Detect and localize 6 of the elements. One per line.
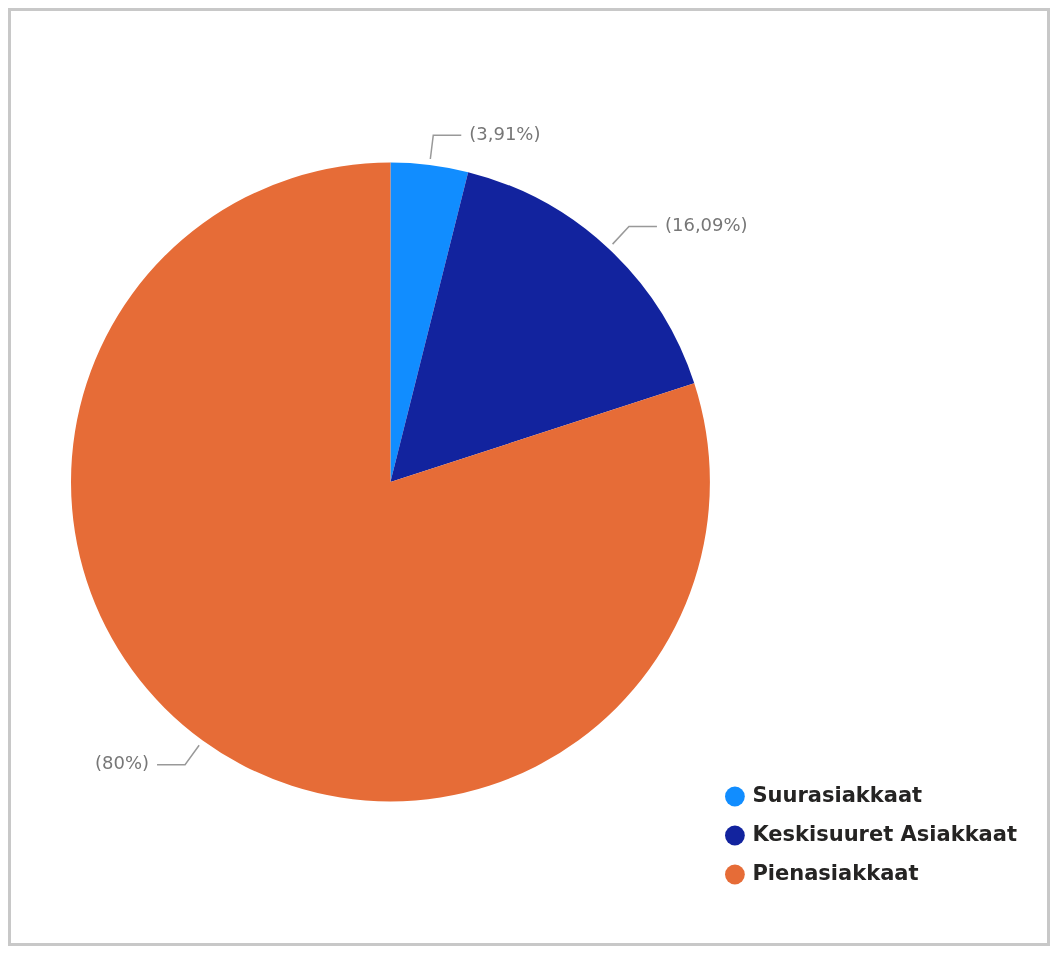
data-label: (16,09%) — [664, 214, 748, 236]
data-label: (3,91%) — [469, 122, 541, 144]
data-label: (80%) — [94, 752, 150, 774]
legend-label: Pienasiakkaat — [752, 860, 919, 885]
legend-label: Keskisuuret Asiakkaat — [752, 821, 1017, 846]
legend-label: Suurasiakkaat — [752, 782, 923, 807]
